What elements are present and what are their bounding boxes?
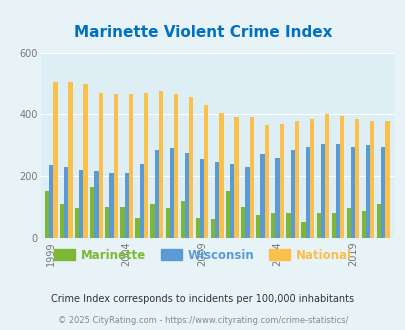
Bar <box>128 94 133 238</box>
Bar <box>264 125 268 238</box>
Bar <box>68 82 72 238</box>
Bar <box>195 217 200 238</box>
Bar <box>369 120 373 238</box>
Bar <box>256 214 260 238</box>
Bar <box>316 213 320 238</box>
Bar <box>105 207 109 238</box>
Bar <box>320 144 324 238</box>
Bar <box>60 204 64 238</box>
Bar <box>79 170 83 238</box>
Bar <box>124 173 128 238</box>
Bar <box>279 124 283 238</box>
Bar <box>309 119 313 238</box>
Bar <box>354 119 358 238</box>
Text: Marinette Violent Crime Index: Marinette Violent Crime Index <box>74 25 331 40</box>
Bar <box>339 116 343 238</box>
Bar <box>376 204 380 238</box>
Bar <box>301 222 305 238</box>
Bar <box>158 91 163 238</box>
Bar <box>94 171 98 238</box>
Text: Crime Index corresponds to incidents per 100,000 inhabitants: Crime Index corresponds to incidents per… <box>51 294 354 304</box>
Bar <box>165 208 169 238</box>
Bar <box>75 208 79 238</box>
Bar <box>215 162 219 238</box>
Bar <box>113 94 117 238</box>
Bar <box>180 201 184 238</box>
Bar <box>45 191 49 238</box>
Bar <box>150 204 154 238</box>
Bar <box>120 207 124 238</box>
Bar <box>90 187 94 238</box>
Bar <box>64 167 68 238</box>
Bar <box>83 83 87 238</box>
Bar <box>294 120 298 238</box>
Bar <box>324 115 328 238</box>
Bar <box>135 217 139 238</box>
Text: © 2025 CityRating.com - https://www.cityrating.com/crime-statistics/: © 2025 CityRating.com - https://www.city… <box>58 315 347 325</box>
Bar <box>143 93 148 238</box>
Bar <box>241 207 245 238</box>
Bar <box>189 97 193 238</box>
Legend: Marinette, Wisconsin, National: Marinette, Wisconsin, National <box>49 244 356 266</box>
Bar <box>271 213 275 238</box>
Bar <box>139 164 143 238</box>
Bar <box>184 153 189 238</box>
Bar <box>204 105 208 238</box>
Bar <box>49 165 53 238</box>
Bar <box>331 213 335 238</box>
Bar <box>234 117 238 238</box>
Bar <box>305 147 309 238</box>
Bar <box>290 150 294 238</box>
Bar <box>245 167 249 238</box>
Bar <box>210 219 215 238</box>
Bar <box>53 82 58 238</box>
Bar <box>275 157 279 238</box>
Bar <box>350 147 354 238</box>
Bar <box>335 144 339 238</box>
Bar <box>226 191 230 238</box>
Bar <box>260 154 264 238</box>
Bar <box>286 213 290 238</box>
Bar <box>230 164 234 238</box>
Bar <box>249 117 253 238</box>
Bar <box>174 94 178 238</box>
Bar <box>98 93 102 238</box>
Bar <box>346 208 350 238</box>
Bar <box>365 145 369 238</box>
Bar <box>219 113 223 238</box>
Bar <box>169 148 174 238</box>
Bar <box>384 120 389 238</box>
Bar <box>380 147 384 238</box>
Bar <box>200 159 204 238</box>
Bar <box>154 150 158 238</box>
Bar <box>109 173 113 238</box>
Bar <box>361 212 365 238</box>
